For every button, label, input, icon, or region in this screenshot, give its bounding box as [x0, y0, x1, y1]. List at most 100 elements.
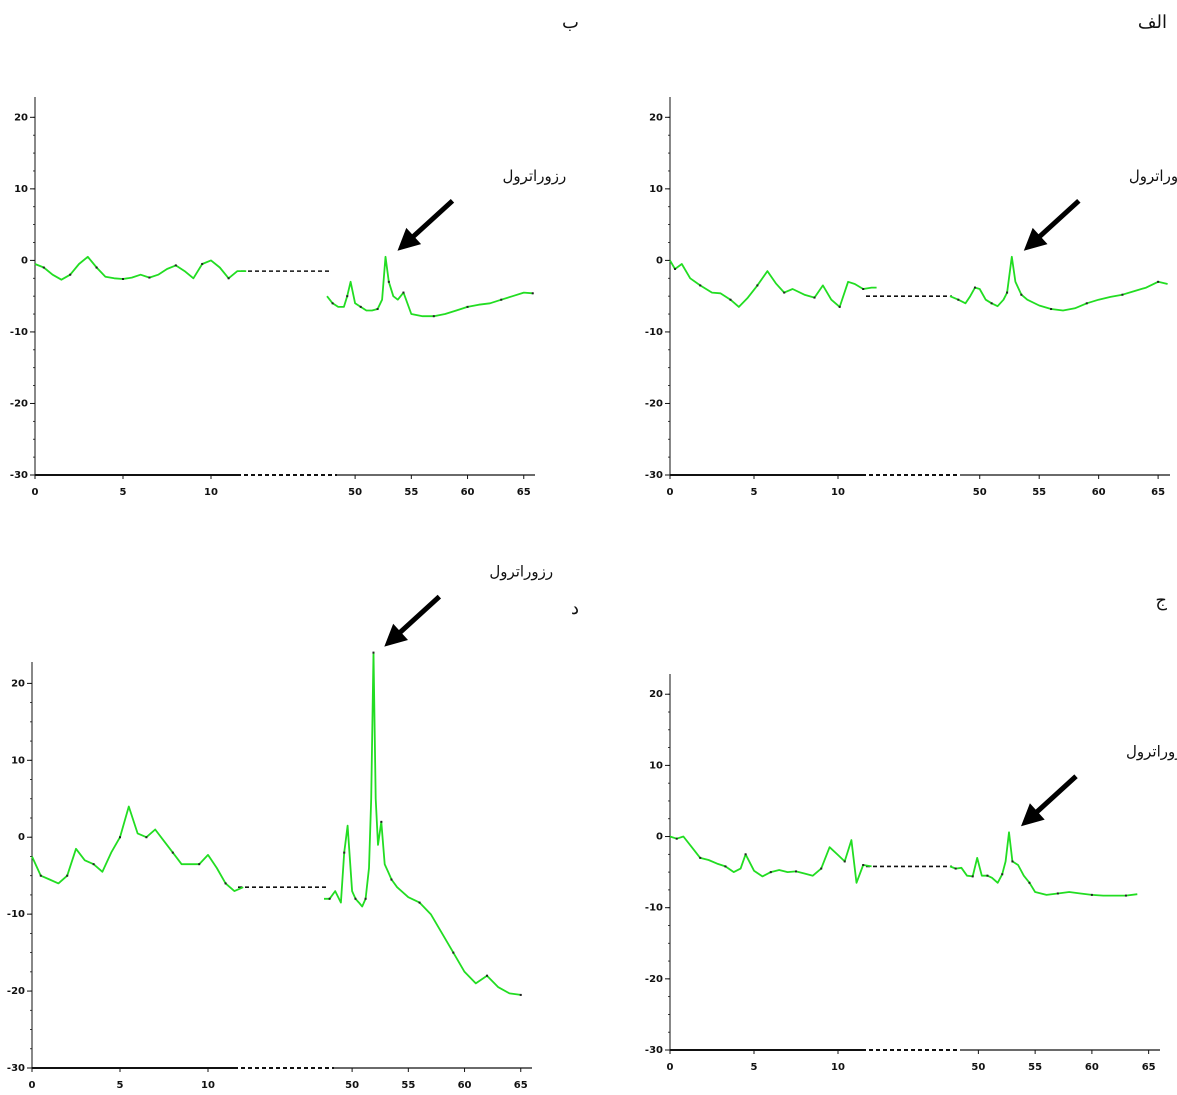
trace-point — [519, 993, 522, 996]
y-tick-label: -30 — [10, 470, 28, 481]
x-tick-label: 10 — [204, 487, 218, 498]
trace-point — [390, 878, 393, 881]
x-tick-label: 55 — [401, 1080, 415, 1091]
trace-point — [729, 298, 732, 301]
y-tick-label: -10 — [645, 903, 663, 914]
y-tick-label: -30 — [645, 470, 663, 481]
trace-segment-1 — [324, 651, 521, 996]
trace-point — [699, 856, 702, 859]
panel-letter-be: ب — [562, 12, 579, 33]
annotation-arrow-shaft — [392, 594, 442, 640]
x-tick-label: 10 — [831, 1062, 845, 1073]
trace-point — [1050, 308, 1053, 311]
x-tick-label: 55 — [1028, 1062, 1042, 1073]
trace-segment-0 — [669, 259, 877, 308]
trace-point — [744, 853, 747, 856]
trace-point — [973, 286, 976, 289]
x-tick-label: 65 — [1151, 487, 1165, 498]
x-tick-label: 60 — [458, 1080, 472, 1091]
x-tick-label: 0 — [667, 1062, 674, 1073]
y-tick-label: 20 — [649, 689, 663, 700]
trace-point — [783, 291, 786, 294]
annotation-label: رزوراترول — [1129, 167, 1177, 185]
trace-point — [66, 874, 69, 877]
trace-point — [843, 860, 846, 863]
trace-point — [119, 836, 121, 839]
trace-point — [174, 264, 177, 267]
x-tick-label: 55 — [404, 487, 418, 498]
trace-segment-0 — [669, 835, 872, 884]
trace-point — [699, 284, 702, 287]
y-tick-label: -20 — [10, 398, 28, 409]
trace-point — [990, 302, 993, 305]
y-tick-label: 20 — [14, 112, 28, 123]
trace-point — [354, 897, 357, 900]
trace-point — [1090, 893, 1093, 896]
x-tick-label: 5 — [751, 487, 758, 498]
panel-letter-jim: ج — [1155, 590, 1167, 611]
trace-segment-0 — [31, 805, 244, 893]
trace-point — [343, 851, 346, 854]
annotation-arrow-head — [1021, 803, 1045, 827]
trace-point — [171, 851, 174, 854]
y-tick-label: 10 — [11, 755, 25, 766]
trace-point — [820, 867, 823, 870]
x-tick-label: 5 — [751, 1062, 758, 1073]
trace-point — [227, 277, 230, 280]
chart-jim: 20 10 0 -10 -20 -30 0 5 10 50 55 60 65 رزوراترول — [640, 672, 1177, 1092]
x-tick-label: 50 — [345, 1080, 359, 1091]
y-tick-label: -10 — [7, 909, 25, 920]
annotation-arrow-head — [384, 623, 408, 647]
x-tick-label: 60 — [1085, 1062, 1099, 1073]
trace-point — [372, 651, 375, 654]
chart-alef-svg: 20 10 0 -10 -20 -30 0 5 10 50 55 60 65 رزوراترول — [645, 97, 1177, 498]
trace-point — [359, 305, 362, 308]
chart-be-svg: 20 10 0 -10 -20 -30 0 5 10 50 55 60 65 رزوراترول — [10, 97, 566, 498]
x-tick-label: 10 — [831, 487, 845, 498]
trace-point — [364, 897, 367, 900]
y-tick-label: 0 — [21, 255, 28, 266]
trace-point — [769, 871, 772, 874]
chart-dal-svg: 20 10 0 -10 -20 -30 0 5 10 50 55 60 65 رزوراترول — [7, 563, 553, 1091]
x-tick-label: 5 — [117, 1080, 124, 1091]
y-tick-label: 0 — [656, 832, 663, 843]
annotation-arrow-head — [397, 227, 422, 251]
trace-point — [838, 305, 841, 308]
trace-point — [42, 266, 45, 269]
trace-point — [452, 951, 455, 954]
annotation-arrow-head — [1023, 227, 1048, 251]
trace-point — [1157, 280, 1160, 283]
x-tick-label: 65 — [514, 1080, 528, 1091]
x-tick-label: 50 — [973, 487, 987, 498]
annotation-label: رزوراترول — [502, 167, 566, 185]
trace-point — [387, 280, 390, 283]
chart-be: 20 10 0 -10 -20 -30 0 5 10 50 55 60 65 رزوراترول — [5, 95, 566, 515]
y-tick-label: 10 — [649, 184, 663, 195]
trace-segment-1 — [326, 255, 533, 318]
trace-point — [862, 288, 865, 290]
trace-point — [69, 273, 72, 276]
x-tick-label: 10 — [201, 1080, 215, 1091]
trace-point — [724, 865, 727, 868]
trace-point — [380, 820, 383, 823]
y-tick-label: 10 — [649, 760, 663, 771]
trace-point — [486, 974, 489, 977]
trace-point — [39, 874, 42, 877]
trace-point — [328, 897, 331, 900]
trace-point — [432, 315, 435, 318]
trace-point — [795, 870, 797, 873]
trace-point — [756, 284, 759, 287]
x-tick-label: 0 — [29, 1080, 36, 1091]
x-tick-label: 60 — [1092, 487, 1106, 498]
chart-alef: 20 10 0 -10 -20 -30 0 5 10 50 55 60 65 رزوراترول — [640, 95, 1177, 515]
trace-point — [201, 262, 204, 265]
trace-point — [1056, 892, 1059, 895]
trace-segment-1 — [949, 255, 1168, 312]
trace-point — [1028, 881, 1031, 884]
trace-point — [148, 276, 151, 279]
trace-point — [971, 875, 974, 878]
trace-point — [1124, 894, 1127, 897]
x-tick-label: 65 — [1142, 1062, 1156, 1073]
x-tick-label: 55 — [1032, 487, 1046, 498]
trace-point — [145, 836, 148, 839]
